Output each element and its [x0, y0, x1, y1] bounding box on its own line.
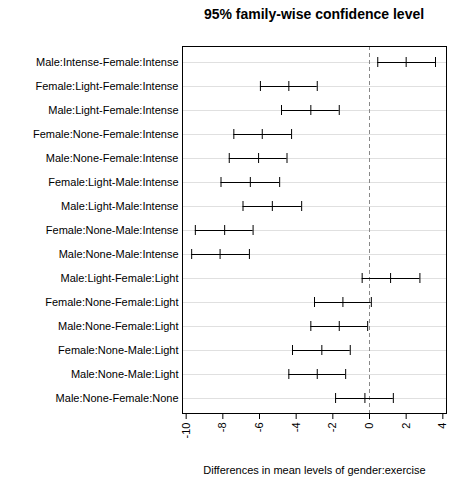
svg-text:Male:None-Female:Light: Male:None-Female:Light [58, 320, 178, 332]
svg-text:Female:None-Male:Intense: Female:None-Male:Intense [46, 224, 179, 236]
svg-text:Female:Light-Female:Intense: Female:Light-Female:Intense [35, 80, 178, 92]
html-text:95% family-wise confidence lev: 95% family-wise confidence level [203, 6, 425, 22]
svg-text:Male:Light-Male:Intense: Male:Light-Male:Intense [61, 200, 178, 212]
svg-text:Female:None-Female:Intense: Female:None-Female:Intense [33, 128, 179, 140]
svg-text:Male:None-Male:Light: Male:None-Male:Light [71, 368, 179, 380]
svg-text:Differences in mean levels of: Differences in mean levels of gender:exe… [203, 464, 425, 476]
svg-text:-4: -4 [290, 423, 302, 433]
svg-text:0: 0 [363, 423, 375, 429]
svg-text:Male:Light-Female:Light: Male:Light-Female:Light [60, 272, 178, 284]
svg-text:2: 2 [400, 423, 412, 429]
svg-text:Male:None-Female:None: Male:None-Female:None [56, 392, 179, 404]
svg-text:-6: -6 [253, 423, 265, 433]
svg-text:Male:Light-Female:Intense: Male:Light-Female:Intense [48, 104, 178, 116]
svg-text:Female:Light-Male:Intense: Female:Light-Male:Intense [48, 176, 178, 188]
svg-text:-10: -10 [180, 423, 192, 439]
svg-text:Male:None-Female:Intense: Male:None-Female:Intense [46, 152, 179, 164]
svg-text:Male:Intense-Female:Intense: Male:Intense-Female:Intense [36, 56, 178, 68]
svg-text:Male:None-Male:Intense: Male:None-Male:Intense [59, 248, 179, 260]
svg-text:Female:None-Male:Light: Female:None-Male:Light [58, 344, 178, 356]
svg-text:-8: -8 [216, 423, 228, 433]
svg-text:4: 4 [436, 423, 448, 429]
svg-text:Female:None-Female:Light: Female:None-Female:Light [45, 296, 178, 308]
svg-text:-2: -2 [326, 423, 338, 433]
